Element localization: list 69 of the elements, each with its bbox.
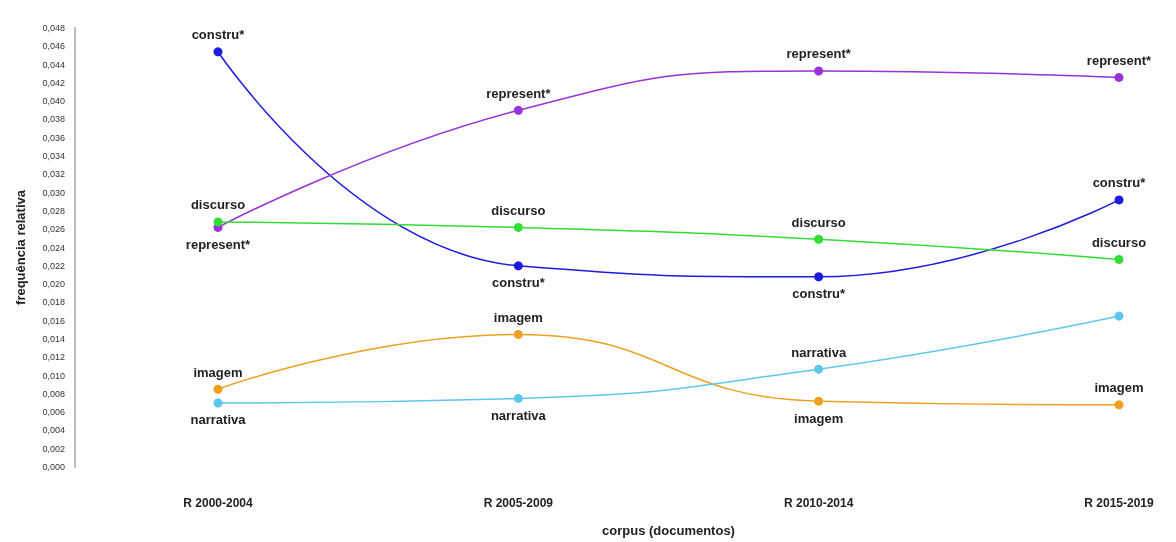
y-tick-label: 0,018 [42,297,65,308]
data-label: narrativa [791,344,847,360]
y-tick-label: 0,038 [42,114,65,125]
data-label: discurso [190,197,246,213]
point [513,105,523,115]
point [814,272,824,282]
y-tick-label: 0,022 [42,260,65,271]
data-label: represent* [1086,52,1153,68]
y-tick-label: 0,046 [42,41,65,52]
y-tick-label: 0,024 [42,242,65,253]
y-tick-label: 0,020 [42,279,65,290]
data-label: imagem [493,309,543,325]
point [1114,254,1124,264]
y-tick-label: 0,016 [42,315,65,326]
y-tick-label: 0,030 [42,187,65,198]
x-tick-label: R 2015-2019 [1084,496,1155,510]
y-tick-label: 0,010 [42,370,65,381]
data-label: imagem [794,410,844,426]
point [1114,311,1124,321]
y-tick-label: 0,006 [42,407,65,418]
y-tick-label: 0,036 [42,132,65,143]
y-tick-label: 0,028 [42,205,65,216]
data-label: imagem [193,364,243,380]
data-label: imagem [1094,380,1144,396]
point [814,66,824,76]
point [513,261,523,271]
data-label: constru* [491,275,546,291]
data-label: narrativa [190,412,247,428]
data-label: discurso [791,214,846,230]
data-label: discurso [491,202,546,218]
x-tick-label: R 2000-2004 [183,496,254,510]
point [513,329,523,339]
y-tick-label: 0,014 [42,333,65,344]
point [513,222,523,232]
x-axis-title: corpus (documentos) [602,523,735,538]
point [1114,195,1124,205]
point [513,393,523,403]
y-tick-label: 0,034 [42,151,65,162]
y-tick-label: 0,012 [42,352,65,363]
point [1114,72,1124,82]
y-tick-label: 0,004 [42,425,65,436]
y-tick-label: 0,000 [42,462,65,472]
point [814,364,824,374]
y-tick-label: 0,042 [42,77,65,88]
y-tick-label: 0,048 [42,23,65,33]
data-label: narrativa [490,407,547,423]
data-label: constru* [792,286,846,302]
point [814,396,824,406]
data-label: constru* [1092,175,1147,191]
x-tick-label: R 2010-2014 [783,496,854,510]
data-label: constru* [191,27,246,43]
y-tick-label: 0,026 [42,224,65,235]
data-label: discurso [1091,234,1147,250]
point [1114,400,1124,410]
y-tick-label: 0,040 [42,96,65,107]
y-tick-label: 0,044 [42,59,65,70]
point [213,217,223,227]
y-tick-label: 0,002 [42,443,65,454]
point [213,47,223,57]
point [213,398,223,408]
y-tick-label: 0,008 [42,388,65,399]
data-label: represent* [486,85,552,101]
point [213,384,223,394]
data-label: represent* [185,236,252,252]
y-axis-title: frequência relativa [13,189,28,305]
point [814,234,824,244]
x-tick-label: R 2005-2009 [483,496,554,510]
data-label: represent* [786,46,852,62]
y-tick-label: 0,032 [42,169,65,180]
